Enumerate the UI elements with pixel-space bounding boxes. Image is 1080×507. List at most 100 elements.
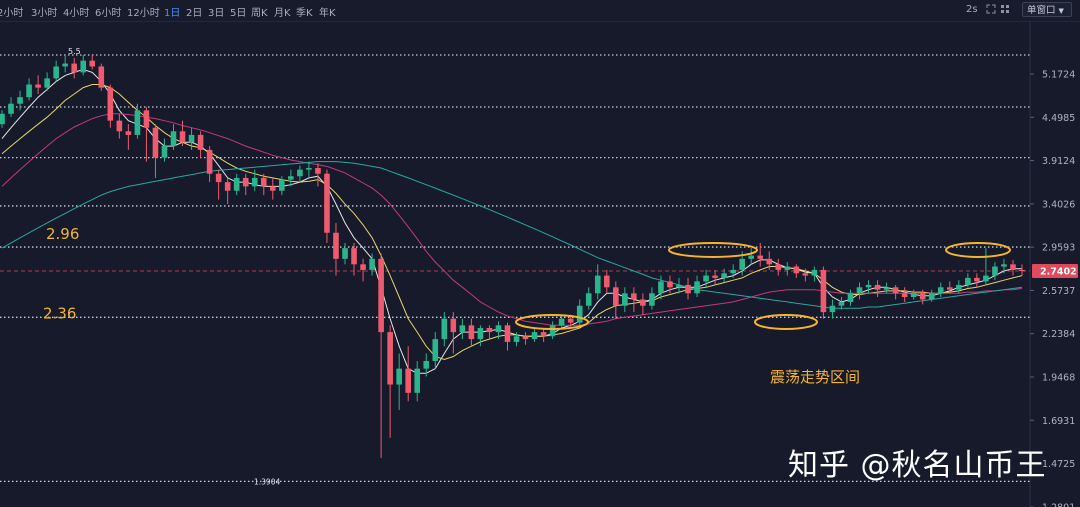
tab-timeframe[interactable]: 年K — [319, 8, 336, 19]
candle — [613, 281, 619, 319]
tab-timeframe[interactable]: 季K — [296, 8, 313, 19]
candle-body — [125, 131, 132, 135]
current-price-badge — [1032, 264, 1078, 279]
candle — [342, 242, 348, 265]
tab-timeframe[interactable]: 1日 — [164, 8, 181, 19]
candle-body — [667, 281, 673, 288]
candle — [53, 60, 59, 82]
candle — [892, 284, 899, 300]
candle — [134, 103, 141, 139]
candle-body — [811, 269, 818, 276]
candle — [1001, 258, 1007, 274]
candle-body — [631, 293, 637, 300]
tab-timeframe[interactable]: 2小时 — [0, 8, 24, 19]
candle — [874, 280, 881, 297]
y-axis-tick-label: 4.4985 — [1042, 113, 1075, 124]
tab-timeframe[interactable]: 4小时 — [63, 8, 90, 19]
candle-body — [613, 287, 619, 306]
candle — [983, 248, 989, 285]
candle-body — [649, 293, 655, 306]
y-axis-tick-label: 2.5737 — [1042, 286, 1075, 297]
candle-body — [396, 368, 402, 385]
y-axis-tick-label: 1.2801 — [1042, 503, 1075, 507]
candle — [965, 273, 971, 288]
candle-body — [89, 60, 96, 67]
candle — [441, 312, 448, 347]
candle — [62, 54, 68, 73]
range-annotation: 震荡走势区间 — [770, 368, 860, 386]
candle — [315, 163, 321, 187]
candle-body — [62, 63, 68, 67]
price-chart[interactable]: 5.1724 4.4985 3.9124 3.4026 2.9593 2.5737 2.23… — [0, 22, 1080, 507]
candle-body — [937, 287, 944, 294]
candle — [432, 332, 439, 369]
candle — [450, 312, 457, 354]
candle-body — [53, 66, 59, 79]
candle-body — [622, 293, 628, 306]
y-axis-tick-label: 5.1724 — [1042, 70, 1075, 81]
tab-timeframe[interactable]: 2日 — [186, 8, 203, 19]
candle-body — [558, 318, 565, 326]
candle — [224, 177, 231, 205]
watermark: 知乎 @秋名山币王 — [788, 448, 1047, 483]
settings-icon[interactable] — [1000, 4, 1010, 14]
tab-timeframe[interactable]: 3日 — [208, 8, 225, 19]
candle-body — [315, 167, 321, 174]
candle — [757, 242, 764, 267]
candle-body — [206, 149, 213, 174]
tab-timeframe[interactable]: 周K — [251, 8, 268, 19]
candle-body — [35, 84, 41, 88]
chevron-down-icon: ▼ — [1058, 7, 1064, 15]
highlight-ellipse — [945, 242, 1011, 258]
candle — [856, 282, 863, 300]
candle-body — [468, 325, 475, 340]
refresh-interval[interactable]: 2s — [966, 4, 978, 15]
candle — [333, 222, 339, 276]
candle-body — [775, 264, 782, 270]
tab-timeframe[interactable]: 12小时 — [127, 8, 160, 19]
candle — [802, 268, 809, 282]
candle — [215, 169, 222, 200]
candle — [992, 262, 998, 281]
candle-body — [576, 305, 583, 323]
window-select[interactable]: 单窗口 ▼ — [1022, 2, 1072, 17]
candle — [974, 273, 980, 288]
low-marker-label: 1.3904 — [254, 477, 280, 486]
candle-body — [342, 248, 348, 259]
candle-body — [820, 269, 827, 313]
fullscreen-icon[interactable] — [986, 4, 996, 14]
candle-body — [504, 325, 511, 342]
candle-body — [224, 182, 231, 191]
candle-body — [784, 266, 791, 270]
highlight-ellipse — [515, 314, 589, 330]
candle-body — [188, 134, 195, 143]
candle — [622, 287, 628, 313]
candle-body — [360, 264, 366, 270]
candle — [116, 113, 123, 139]
candle-body — [829, 305, 836, 313]
candle — [233, 173, 240, 196]
resistance-label: 2.96 — [46, 225, 79, 243]
candle — [459, 318, 466, 340]
tab-timeframe[interactable]: 月K — [274, 8, 291, 19]
candle — [260, 173, 267, 196]
y-axis-tick-label: 1.4725 — [1042, 459, 1075, 470]
candle — [504, 322, 511, 351]
candle — [649, 287, 655, 310]
candle — [360, 258, 366, 282]
candle-body — [567, 318, 574, 323]
candle — [414, 360, 421, 402]
tab-timeframe[interactable]: 6小时 — [95, 8, 122, 19]
candle-body — [739, 258, 745, 270]
candle-body — [946, 287, 953, 290]
candle-body — [694, 281, 700, 294]
candle — [288, 169, 294, 187]
candle — [251, 169, 258, 191]
candle-body — [531, 332, 538, 340]
tab-timeframe[interactable]: 5日 — [230, 8, 247, 19]
candle-body — [369, 258, 375, 270]
candle — [351, 242, 357, 276]
candle-body — [98, 66, 105, 88]
tab-timeframe[interactable]: 3小时 — [31, 8, 58, 19]
candle-body — [134, 110, 141, 135]
